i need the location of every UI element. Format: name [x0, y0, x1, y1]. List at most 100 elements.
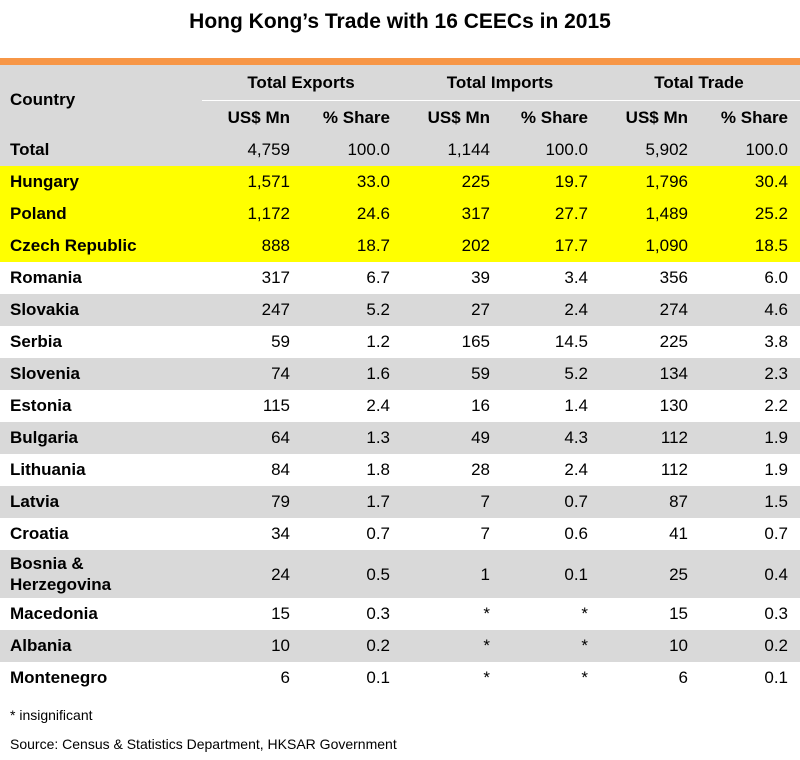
- table-row: Poland 1,172 24.6 317 27.7 1,489 25.2: [0, 198, 800, 230]
- cell-country: Romania: [0, 262, 202, 294]
- header-row-units: US$ Mn % Share US$ Mn % Share US$ Mn % S…: [0, 100, 800, 134]
- cell-trade-share: 0.1: [700, 662, 800, 694]
- table-row: Latvia 79 1.7 7 0.7 87 1.5: [0, 486, 800, 518]
- column-header-country: Country: [0, 65, 202, 134]
- cell-exports-usd: 888: [202, 230, 302, 262]
- cell-country: Slovakia: [0, 294, 202, 326]
- cell-imports-usd: 225: [402, 166, 502, 198]
- cell-country: Bulgaria: [0, 422, 202, 454]
- cell-trade-usd: 225: [600, 326, 701, 358]
- cell-imports-share: 0.6: [502, 518, 601, 550]
- cell-imports-usd: 39: [402, 262, 502, 294]
- cell-exports-usd: 317: [202, 262, 302, 294]
- cell-trade-usd: 1,796: [600, 166, 701, 198]
- table-row: Bosnia & Herzegovina 24 0.5 1 0.1 25 0.4: [0, 550, 800, 598]
- cell-imports-share: 100.0: [502, 134, 601, 166]
- cell-exports-share: 1.3: [302, 422, 402, 454]
- cell-trade-usd: 1,090: [600, 230, 701, 262]
- cell-exports-share: 0.1: [302, 662, 402, 694]
- table-row: Albania 10 0.2 * * 10 0.2: [0, 630, 800, 662]
- cell-exports-usd: 115: [202, 390, 302, 422]
- cell-trade-usd: 10: [600, 630, 701, 662]
- table-row: Serbia 59 1.2 165 14.5 225 3.8: [0, 326, 800, 358]
- cell-exports-share: 33.0: [302, 166, 402, 198]
- cell-imports-usd: 1: [402, 550, 502, 598]
- cell-exports-usd: 1,172: [202, 198, 302, 230]
- cell-exports-usd: 84: [202, 454, 302, 486]
- cell-trade-share: 1.5: [700, 486, 800, 518]
- cell-imports-share: 3.4: [502, 262, 601, 294]
- table-row: Croatia 34 0.7 7 0.6 41 0.7: [0, 518, 800, 550]
- cell-exports-usd: 79: [202, 486, 302, 518]
- cell-trade-usd: 356: [600, 262, 701, 294]
- cell-trade-share: 25.2: [700, 198, 800, 230]
- cell-trade-usd: 25: [600, 550, 701, 598]
- table-row: Hungary 1,571 33.0 225 19.7 1,796 30.4: [0, 166, 800, 198]
- cell-country: Serbia: [0, 326, 202, 358]
- cell-imports-share: 27.7: [502, 198, 601, 230]
- trade-table: Country Total Exports Total Imports Tota…: [0, 65, 800, 694]
- cell-imports-share: *: [502, 598, 601, 630]
- column-group-total-exports: Total Exports: [202, 65, 402, 101]
- cell-trade-share: 1.9: [700, 422, 800, 454]
- cell-exports-usd: 74: [202, 358, 302, 390]
- cell-country: Montenegro: [0, 662, 202, 694]
- cell-imports-share: 1.4: [502, 390, 601, 422]
- cell-imports-usd: 27: [402, 294, 502, 326]
- table-body: Total 4,759 100.0 1,144 100.0 5,902 100.0 Hunga…: [0, 134, 800, 694]
- column-header-exports-share: % Share: [302, 100, 402, 134]
- cell-trade-share: 4.6: [700, 294, 800, 326]
- page-title: Hong Kong’s Trade with 16 CEECs in 2015: [189, 10, 611, 33]
- cell-imports-usd: 165: [402, 326, 502, 358]
- cell-exports-share: 0.3: [302, 598, 402, 630]
- cell-exports-usd: 1,571: [202, 166, 302, 198]
- table-row: Lithuania 84 1.8 28 2.4 112 1.9: [0, 454, 800, 486]
- cell-country: Czech Republic: [0, 230, 202, 262]
- column-header-exports-usd: US$ Mn: [202, 100, 302, 134]
- cell-trade-usd: 41: [600, 518, 701, 550]
- cell-trade-usd: 1,489: [600, 198, 701, 230]
- cell-trade-usd: 112: [600, 454, 701, 486]
- column-group-total-imports: Total Imports: [402, 65, 601, 101]
- cell-exports-share: 0.7: [302, 518, 402, 550]
- cell-imports-usd: 16: [402, 390, 502, 422]
- column-header-imports-share: % Share: [502, 100, 601, 134]
- cell-imports-usd: *: [402, 662, 502, 694]
- cell-trade-share: 3.8: [700, 326, 800, 358]
- table-row: Estonia 115 2.4 16 1.4 130 2.2: [0, 390, 800, 422]
- cell-trade-share: 1.9: [700, 454, 800, 486]
- table-row: Slovakia 247 5.2 27 2.4 274 4.6: [0, 294, 800, 326]
- cell-exports-usd: 10: [202, 630, 302, 662]
- table-row: Macedonia 15 0.3 * * 15 0.3: [0, 598, 800, 630]
- title-accent-bar: [0, 58, 800, 65]
- column-header-trade-usd: US$ Mn: [600, 100, 701, 134]
- cell-exports-share: 18.7: [302, 230, 402, 262]
- cell-trade-usd: 112: [600, 422, 701, 454]
- column-header-trade-share: % Share: [700, 100, 800, 134]
- cell-imports-share: 0.1: [502, 550, 601, 598]
- cell-imports-usd: 317: [402, 198, 502, 230]
- cell-exports-usd: 247: [202, 294, 302, 326]
- cell-exports-usd: 34: [202, 518, 302, 550]
- cell-imports-share: 4.3: [502, 422, 601, 454]
- cell-trade-usd: 134: [600, 358, 701, 390]
- cell-imports-share: 17.7: [502, 230, 601, 262]
- cell-imports-usd: 7: [402, 486, 502, 518]
- cell-trade-share: 18.5: [700, 230, 800, 262]
- cell-country: Hungary: [0, 166, 202, 198]
- cell-imports-share: 2.4: [502, 454, 601, 486]
- cell-trade-usd: 15: [600, 598, 701, 630]
- cell-trade-usd: 6: [600, 662, 701, 694]
- cell-exports-usd: 24: [202, 550, 302, 598]
- cell-imports-usd: *: [402, 598, 502, 630]
- table-row: Bulgaria 64 1.3 49 4.3 112 1.9: [0, 422, 800, 454]
- cell-exports-share: 24.6: [302, 198, 402, 230]
- footnote: * insignificant: [10, 707, 93, 723]
- cell-country: Lithuania: [0, 454, 202, 486]
- cell-country: Latvia: [0, 486, 202, 518]
- cell-country: Macedonia: [0, 598, 202, 630]
- cell-trade-usd: 274: [600, 294, 701, 326]
- cell-imports-share: *: [502, 662, 601, 694]
- cell-imports-share: *: [502, 630, 601, 662]
- cell-imports-usd: 1,144: [402, 134, 502, 166]
